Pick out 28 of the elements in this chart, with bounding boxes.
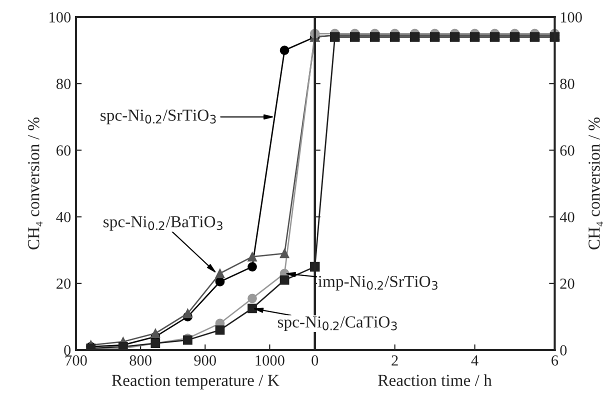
x-tick-label: 2	[392, 355, 398, 366]
y-tick-label: 80	[560, 78, 574, 90]
annotation: spc-Ni$_{0.2}$/SrTiO$_{3}$	[100, 110, 216, 124]
annotation: spc-Ni$_{0.2}$/BaTiO$_{3}$	[104, 216, 222, 231]
x-tick-label: 0	[312, 355, 318, 366]
y-tick-label: 40	[56, 212, 71, 222]
y-tick-label: 60	[560, 145, 574, 156]
y-tick-label: 100	[50, 12, 71, 22]
y-tick-label: 0	[560, 345, 567, 356]
x-tick-label: 900	[194, 355, 216, 366]
x-tick-label: 800	[130, 355, 152, 366]
y-tick-label: 20	[560, 278, 574, 289]
x-axis-title: Reaction temperature / K	[112, 374, 280, 390]
y-tick-label: 20	[56, 278, 71, 289]
y-tick-label: 40	[560, 212, 574, 222]
annotation: spc-Ni$_{0.2}$/CaTiO$_{3}$	[278, 316, 397, 331]
x-tick-label: 6	[552, 355, 558, 366]
y-tick-label: 0	[64, 345, 71, 356]
y-tick-label: 80	[56, 78, 71, 90]
y-tick-label: 100	[560, 12, 582, 22]
x-tick-label: 700	[66, 355, 87, 366]
x-tick-label: 4	[471, 355, 478, 366]
x-axis-title: Reaction time / h	[378, 374, 492, 386]
x-tick-label: 1000	[256, 355, 284, 366]
y-tick-label: 60	[56, 145, 71, 156]
y-axis-title: CH₄ conversion / %	[28, 118, 43, 250]
annotation: imp-Ni$_{0.2}$/SrTiO$_{3}$	[318, 276, 438, 290]
y-axis-title: CH₄ conversion / %	[588, 118, 604, 250]
